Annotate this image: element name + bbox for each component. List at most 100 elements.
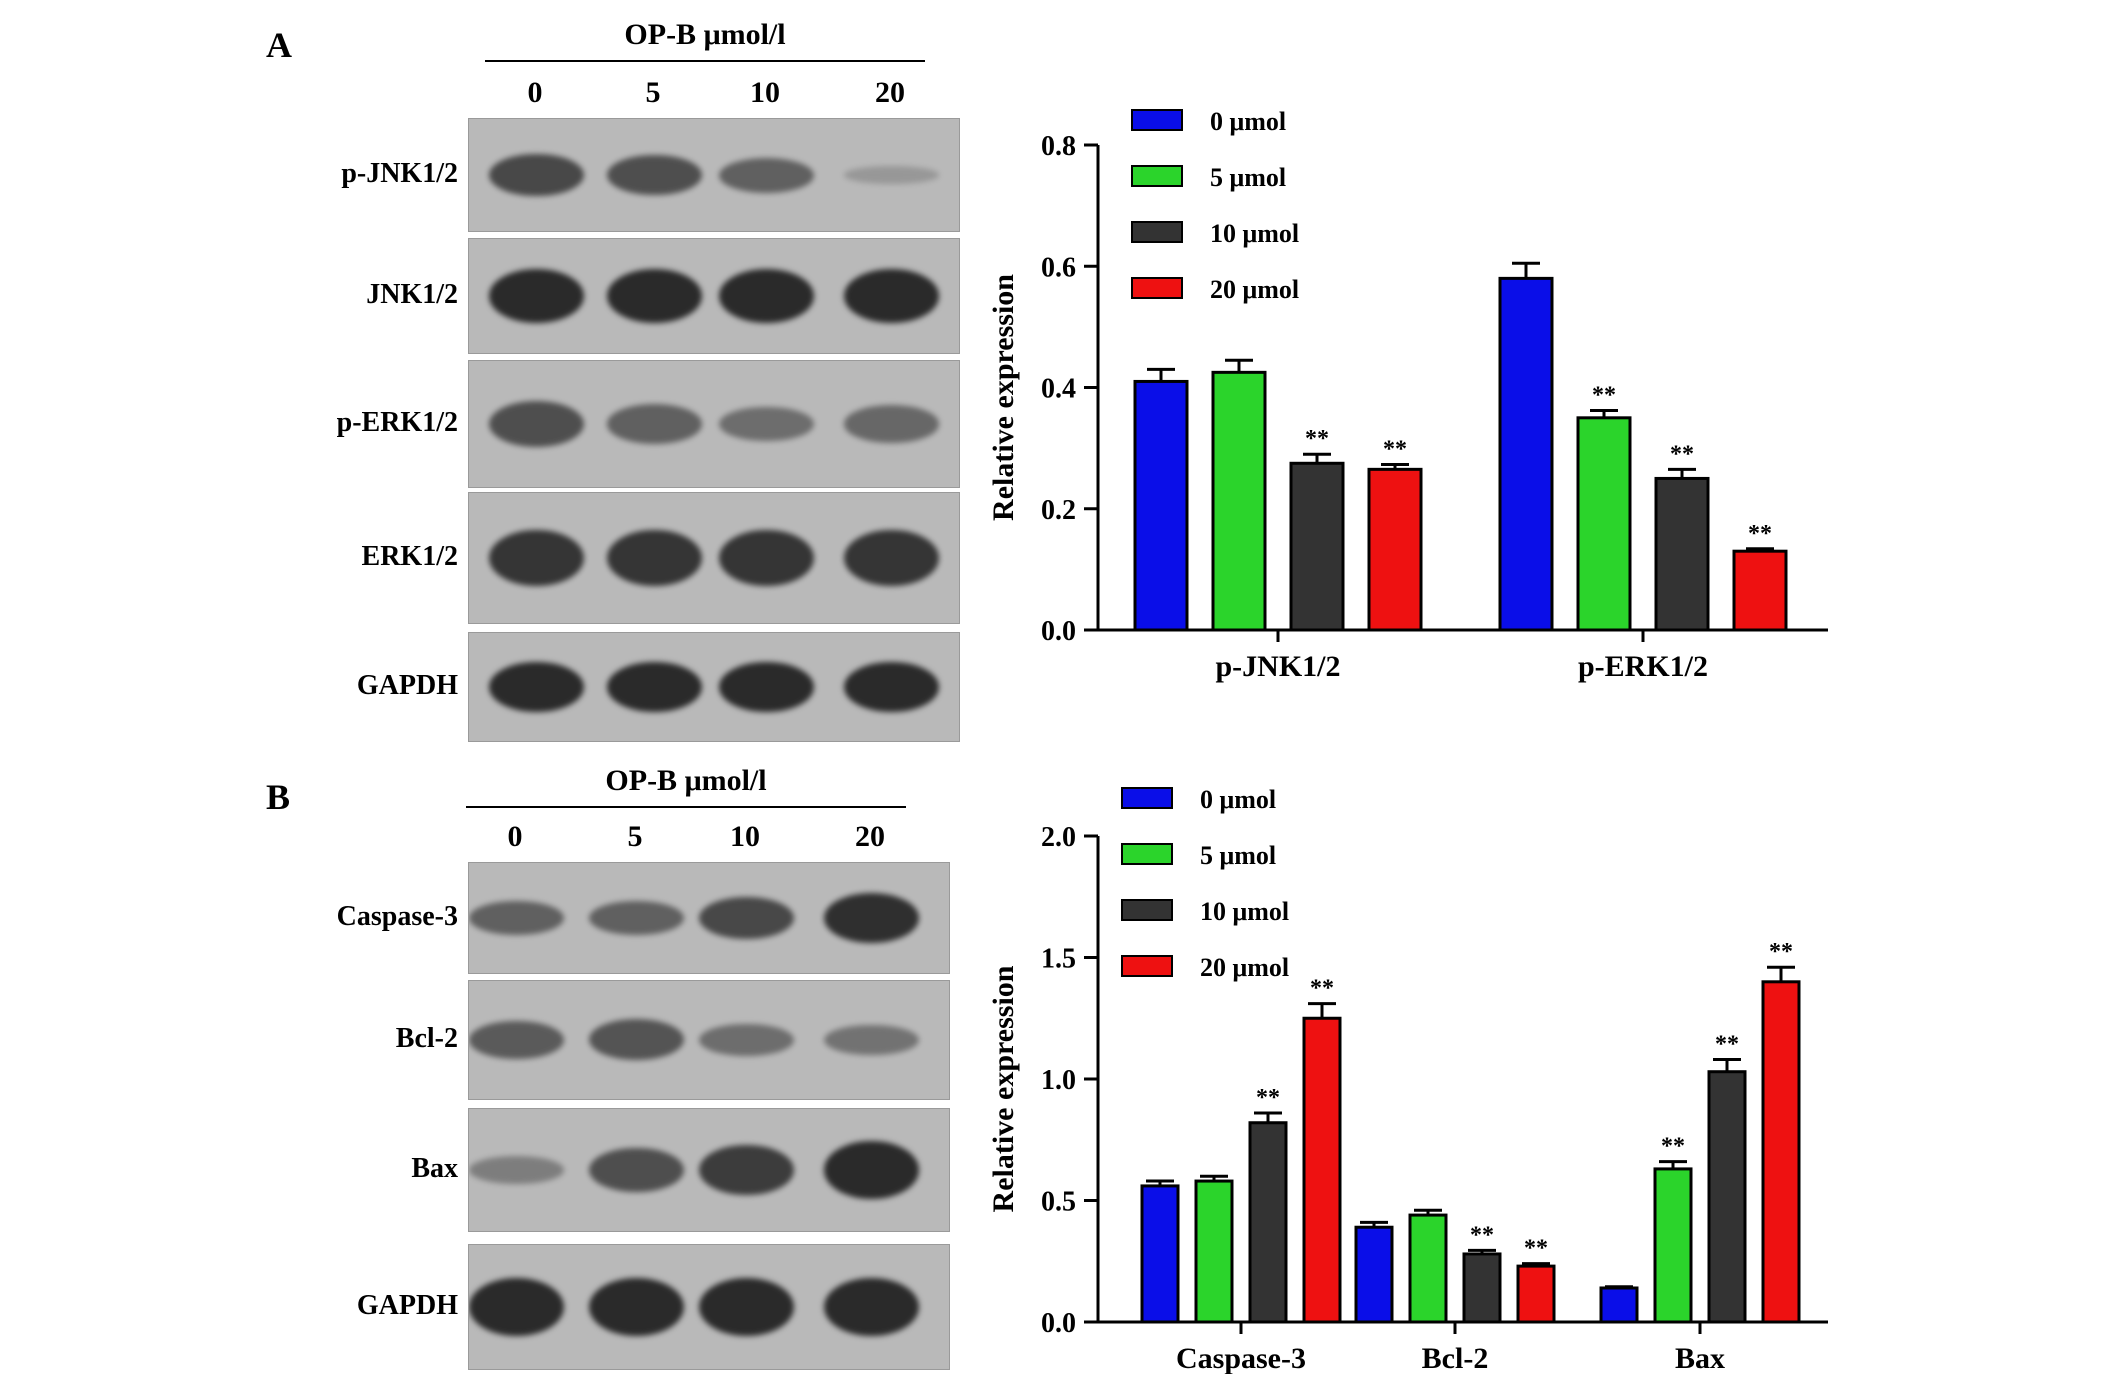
significance-label: ** [1670, 441, 1694, 467]
panelB-dose-5: 5 [627, 820, 643, 853]
y-tick-label: 0.5 [1041, 1187, 1076, 1218]
panelA-band [606, 661, 702, 713]
y-tick-label: 0.6 [1041, 252, 1076, 283]
x-category-label: Caspase-3 [1176, 1342, 1306, 1374]
panel-b-treatment-line [466, 806, 906, 808]
legend-label: 10 μmol [1210, 219, 1299, 248]
legend-label: 20 μmol [1210, 275, 1299, 304]
panelA-dose-5: 5 [645, 76, 661, 109]
panel-b-letter: B [266, 777, 291, 817]
legend-swatch [1131, 109, 1183, 131]
panelB-blot-strip [468, 1244, 950, 1370]
panel-b-treatment-title: OP-B μmol/l [605, 764, 767, 797]
panelA-band [718, 529, 814, 587]
panelB-blot-label: Caspase-3 [336, 901, 458, 932]
panelB-band [469, 900, 564, 936]
panelA-band [606, 404, 702, 444]
panelB-band [588, 1277, 684, 1337]
x-category-label: Bax [1675, 1342, 1725, 1374]
panelB-blot-strip [468, 1108, 950, 1232]
panelA-band [718, 661, 814, 713]
significance-label: ** [1256, 1085, 1280, 1111]
bar [1211, 370, 1267, 632]
panelA-band [606, 154, 702, 196]
y-tick-label: 0.0 [1041, 1308, 1076, 1339]
panelA-dose-0: 0 [527, 76, 543, 109]
legend-swatch [1121, 899, 1173, 921]
legend-label: 5 μmol [1210, 163, 1286, 192]
panelA-blot-strip [468, 632, 960, 742]
y-tick-label: 1.5 [1041, 944, 1076, 975]
panelA-band [843, 529, 939, 587]
bar [1599, 1286, 1639, 1324]
panelA-blot-strip [468, 238, 960, 354]
panelB-blot-strip [468, 862, 950, 974]
panelB-band [698, 1277, 794, 1337]
panelB-band [469, 1277, 564, 1337]
panelA-band [606, 269, 702, 323]
x-category-label: p-ERK1/2 [1578, 650, 1708, 683]
x-category-label: p-JNK1/2 [1215, 650, 1340, 683]
bar [1408, 1213, 1448, 1324]
panelA-band [843, 405, 939, 443]
legend-label: 5 μmol [1200, 841, 1276, 870]
significance-label: ** [1661, 1134, 1685, 1160]
panelB-band [823, 1277, 919, 1337]
panelB-band [823, 1024, 919, 1056]
legend-swatch [1131, 221, 1183, 243]
legend-swatch [1121, 843, 1173, 865]
panelB-band [823, 1141, 919, 1199]
panelB-band [698, 1023, 794, 1057]
panelB-band [588, 900, 684, 936]
significance-label: ** [1305, 426, 1329, 452]
panelA-blot-strip [468, 360, 960, 488]
panelA-band [488, 661, 584, 713]
bar [1367, 467, 1423, 632]
legend-swatch [1131, 165, 1183, 187]
x-category-label: Bcl-2 [1422, 1342, 1489, 1374]
panel-a-letter: A [266, 25, 292, 65]
panelB-band [588, 1147, 684, 1193]
panelB-blot-label: GAPDH [356, 1290, 458, 1321]
significance-label: ** [1748, 521, 1772, 547]
significance-label: ** [1383, 436, 1407, 462]
legend-swatch [1131, 277, 1183, 299]
panelA-band [718, 269, 814, 323]
panelB-band [698, 1144, 794, 1196]
y-tick-label: 2.0 [1041, 822, 1076, 853]
bar [1248, 1121, 1288, 1324]
panelA-blot-label: GAPDH [356, 670, 458, 701]
bar [1576, 416, 1632, 632]
panelB-band [469, 1156, 564, 1184]
panelB-band [469, 1020, 564, 1060]
significance-label: ** [1715, 1032, 1739, 1058]
bar [1140, 1184, 1180, 1324]
bar [1707, 1070, 1747, 1324]
panelA-band [488, 269, 584, 323]
bar [1654, 476, 1710, 632]
panelA-blot-label: ERK1/2 [361, 541, 458, 572]
panelA-dose-20: 20 [875, 76, 905, 109]
bar [1289, 461, 1345, 632]
y-axis-label: Relative expression [987, 274, 1020, 521]
panelA-blot-label: JNK1/2 [366, 279, 458, 310]
panelB-blot-label: Bcl-2 [395, 1023, 458, 1054]
panelA-blot-strip [468, 492, 960, 624]
panelA-dose-10: 10 [750, 76, 780, 109]
panelA-band [718, 406, 814, 442]
panelA-band [843, 166, 939, 184]
panelA-band [843, 661, 939, 713]
panel-a-treatment-line [485, 60, 925, 62]
significance-label: ** [1310, 976, 1334, 1002]
y-tick-label: 1.0 [1041, 1065, 1076, 1096]
bar [1498, 276, 1554, 632]
significance-label: ** [1769, 939, 1793, 965]
panelB-blot-label: Bax [411, 1153, 458, 1184]
panelA-blot-strip [468, 118, 960, 232]
bar [1653, 1167, 1693, 1324]
bar [1462, 1252, 1502, 1324]
bar [1516, 1264, 1556, 1324]
legend-swatch [1121, 787, 1173, 809]
panelA-band [488, 153, 584, 197]
y-tick-label: 0.4 [1041, 374, 1076, 405]
